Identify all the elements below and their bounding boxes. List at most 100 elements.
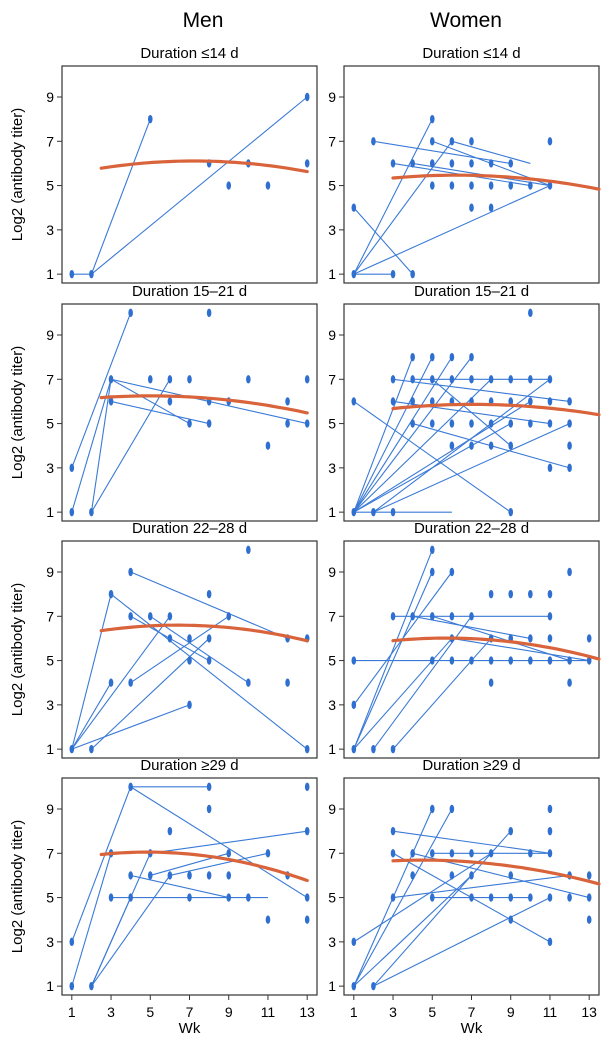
x-tick-label: 11 [543,1004,558,1020]
x-tick-label: 5 [428,1004,436,1020]
data-point [187,634,192,643]
data-point [449,612,455,621]
x-axis-label: Wk [461,1020,483,1037]
data-point [469,137,474,146]
data-point [508,375,514,384]
data-point [547,612,553,621]
trajectory-line [431,378,512,447]
data-point [206,656,212,665]
data-point [567,893,572,902]
trajectory-line [353,378,492,513]
trajectory-line [150,830,308,854]
data-point [429,893,435,902]
trajectory-line [353,400,531,513]
y-tick-label: 9 [328,564,336,580]
y-tick-label: 9 [46,801,54,817]
x-tick-label: 9 [225,1004,233,1020]
y-tick-label: 3 [46,697,54,713]
data-point [449,137,455,146]
data-point [187,375,192,384]
y-tick-label: 9 [328,89,336,105]
data-point [371,507,376,517]
trajectory-line [392,830,551,854]
x-tick-label: 11 [261,1004,276,1020]
trajectory-line [91,638,210,750]
data-point [449,375,455,384]
data-point [488,589,494,599]
trajectory-line [451,140,531,164]
data-point [226,893,232,902]
data-point [147,114,153,124]
data-point [246,678,251,687]
panel-title: Duration ≤14 d [140,45,238,62]
data-point [206,804,212,814]
y-tick-label: 9 [328,801,336,817]
data-point [410,419,415,428]
data-point [449,804,455,814]
fit-curve [99,850,309,883]
trajectory-line [353,638,453,750]
trajectory-line [372,615,472,750]
data-point [488,375,494,384]
data-point [410,159,415,168]
data-point [410,352,415,362]
y-tick-label: 5 [46,178,54,194]
trajectory-line [90,875,171,987]
panel-men-3: Duration 22–28 d 1 3 5 7 9 Log2 (antibody tite… [9,520,318,759]
data-point [567,419,572,428]
data-point [69,463,75,473]
x-tick-label: 1 [68,1004,76,1020]
data-point [508,871,514,880]
panel-title: Duration 22–28 d [414,520,529,537]
trajectory-line [90,118,151,275]
panel-men-1: Duration ≤14 d 1 3 5 7 9 Log2 (antibody titer) [9,45,318,284]
data-point [147,375,153,384]
data-point [390,269,396,279]
data-point [246,375,251,384]
data-point [285,419,290,428]
data-point [528,181,533,190]
plot-frame [343,540,600,759]
data-point [586,656,592,665]
trajectory-line [71,704,190,750]
data-point [449,871,455,880]
trajectory-line [71,379,112,513]
data-point [390,507,396,517]
data-point [488,849,494,858]
data-point [206,634,212,643]
data-point [351,656,357,665]
data-point [351,700,357,710]
trajectory-line [373,423,570,513]
data-point [429,849,435,858]
trajectory-line [373,830,512,987]
data-point [429,114,435,124]
data-point [167,397,173,406]
data-point [187,700,192,710]
data-point [410,375,415,384]
x-tick-label: 9 [507,1004,515,1020]
data-point [304,826,310,836]
data-point [547,397,553,406]
plot-frame [61,303,318,522]
data-point [285,678,290,687]
data-point [429,612,435,621]
data-point [206,782,212,792]
trajectory-line [353,207,414,275]
y-tick-label: 9 [328,327,336,343]
trajectory-line [353,185,551,275]
data-point [429,375,435,384]
data-point [69,937,75,947]
data-point [390,397,396,406]
data-point [488,441,494,450]
x-tick-label: 5 [146,1004,154,1020]
x-tick-label: 1 [350,1004,358,1020]
plot-frame [61,540,318,759]
column-header-women: Women [430,9,502,32]
data-point [265,849,271,858]
y-axis-label: Log2 (antibody titer) [9,346,26,479]
y-tick-label: 1 [328,266,336,282]
data-point [429,397,435,406]
data-point [167,375,173,384]
y-axis-label: Log2 (antibody titer) [9,583,26,716]
